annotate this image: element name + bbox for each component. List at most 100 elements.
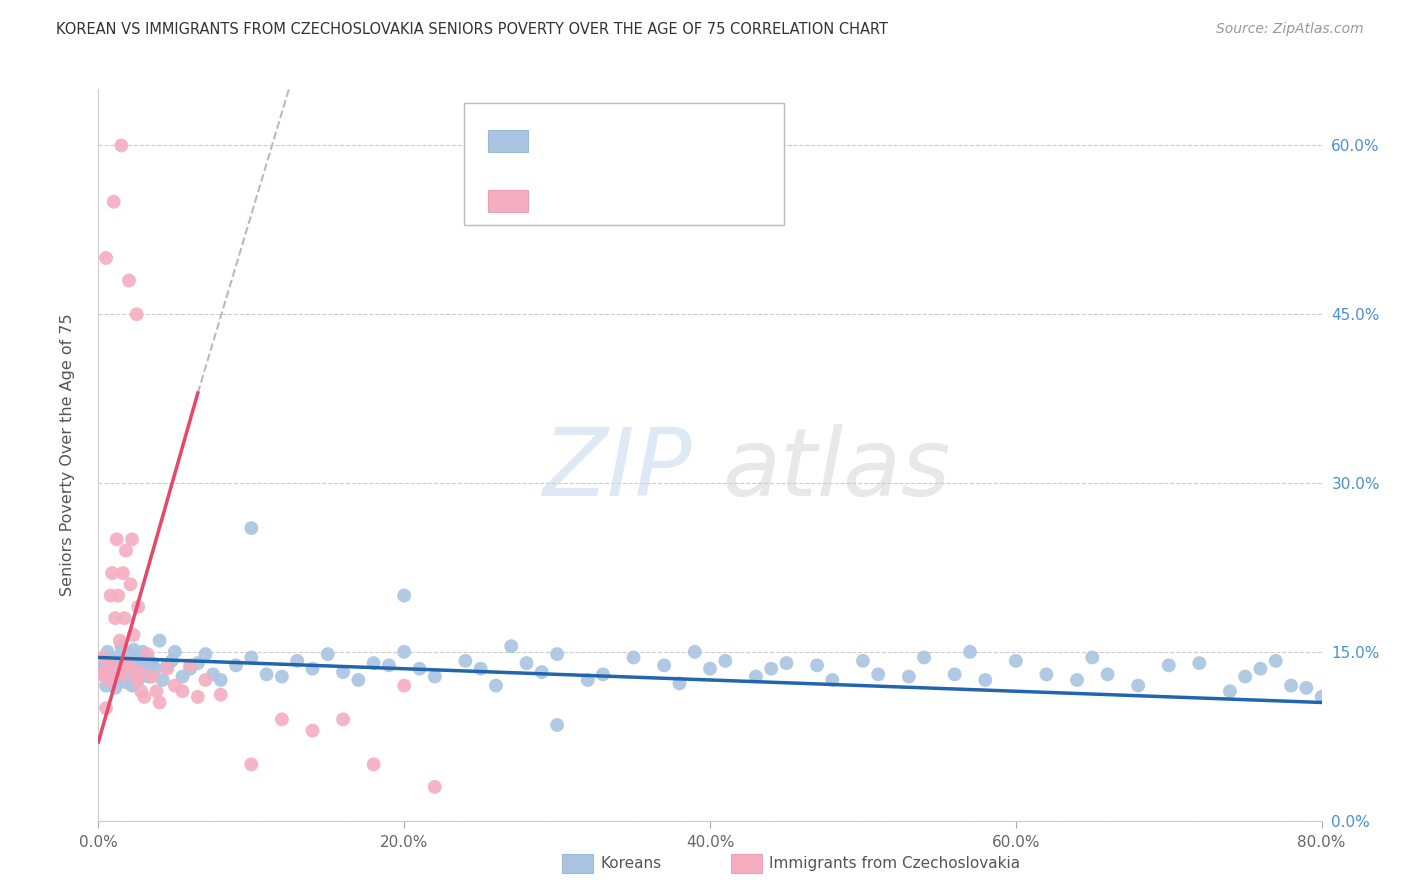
Point — [111, 667, 134, 681]
Point — [592, 667, 614, 681]
Point — [128, 665, 150, 679]
Point — [332, 712, 354, 726]
Point — [172, 684, 194, 698]
Point — [316, 647, 339, 661]
Point — [152, 673, 174, 687]
Point — [1279, 679, 1302, 693]
Point — [1250, 662, 1272, 676]
Point — [172, 670, 194, 684]
Point — [209, 673, 232, 687]
Point — [974, 673, 997, 687]
Point — [868, 667, 890, 681]
Point — [108, 633, 131, 648]
Text: atlas: atlas — [723, 424, 950, 515]
Point — [120, 662, 142, 676]
Point — [90, 667, 112, 681]
Point — [94, 679, 117, 693]
Point — [202, 667, 225, 681]
Point — [134, 690, 156, 704]
Point — [546, 647, 568, 661]
Point — [105, 533, 128, 547]
Point — [897, 670, 920, 684]
Point — [110, 639, 132, 653]
Point — [1004, 654, 1026, 668]
Point — [97, 645, 120, 659]
Point — [530, 665, 553, 679]
Point — [187, 690, 209, 704]
Point — [775, 656, 797, 670]
Point — [101, 654, 124, 668]
Point — [122, 628, 145, 642]
Point — [108, 670, 131, 684]
Point — [285, 654, 308, 668]
Point — [100, 673, 122, 687]
Point — [470, 662, 492, 676]
Point — [125, 673, 148, 687]
Text: N =: N = — [668, 193, 700, 211]
Point — [160, 654, 183, 668]
Text: -0.230: -0.230 — [574, 132, 627, 151]
Point — [104, 611, 127, 625]
Point — [97, 656, 120, 670]
Point — [136, 647, 159, 661]
Point — [225, 658, 247, 673]
Text: 104: 104 — [703, 132, 735, 151]
Point — [118, 647, 141, 661]
Point — [118, 658, 141, 673]
Point — [115, 543, 138, 558]
Point — [392, 645, 416, 659]
Point — [149, 633, 172, 648]
Y-axis label: Seniors Poverty Over the Age of 75: Seniors Poverty Over the Age of 75 — [60, 314, 75, 596]
Point — [1219, 684, 1241, 698]
Point — [98, 658, 121, 673]
Text: R =: R = — [534, 193, 571, 211]
Point — [163, 645, 186, 659]
Point — [1264, 654, 1286, 668]
Point — [112, 611, 135, 625]
Point — [1234, 670, 1257, 684]
Point — [94, 701, 117, 715]
Point — [120, 577, 142, 591]
Point — [129, 656, 152, 670]
Point — [501, 639, 523, 653]
Point — [454, 654, 477, 668]
Point — [121, 533, 143, 547]
Point — [363, 757, 385, 772]
Point — [128, 667, 150, 681]
Point — [135, 650, 157, 665]
Point — [363, 656, 385, 670]
Point — [423, 670, 446, 684]
Point — [110, 667, 132, 681]
Point — [103, 667, 125, 681]
Point — [118, 273, 141, 287]
Point — [141, 656, 163, 670]
Point — [121, 679, 143, 693]
Point — [187, 656, 209, 670]
Point — [1128, 679, 1150, 693]
Point — [852, 654, 875, 668]
Point — [240, 650, 263, 665]
Point — [668, 676, 690, 690]
Point — [1097, 667, 1119, 681]
Point — [943, 667, 966, 681]
Point — [125, 653, 148, 667]
Point — [143, 662, 166, 676]
Point — [347, 673, 370, 687]
Point — [117, 656, 139, 670]
Text: 0.308: 0.308 — [574, 193, 627, 211]
Text: KOREAN VS IMMIGRANTS FROM CZECHOSLOVAKIA SENIORS POVERTY OVER THE AGE OF 75 CORR: KOREAN VS IMMIGRANTS FROM CZECHOSLOVAKIA… — [56, 22, 889, 37]
Text: ZIP: ZIP — [543, 424, 692, 515]
Point — [1035, 667, 1057, 681]
Point — [111, 566, 134, 580]
Point — [136, 658, 159, 673]
Point — [699, 662, 721, 676]
Point — [90, 667, 112, 681]
Point — [1310, 690, 1333, 704]
Point — [714, 654, 737, 668]
Point — [94, 251, 117, 265]
Point — [408, 662, 430, 676]
Point — [576, 673, 599, 687]
Point — [301, 723, 323, 738]
Point — [112, 656, 135, 670]
Point — [270, 670, 294, 684]
